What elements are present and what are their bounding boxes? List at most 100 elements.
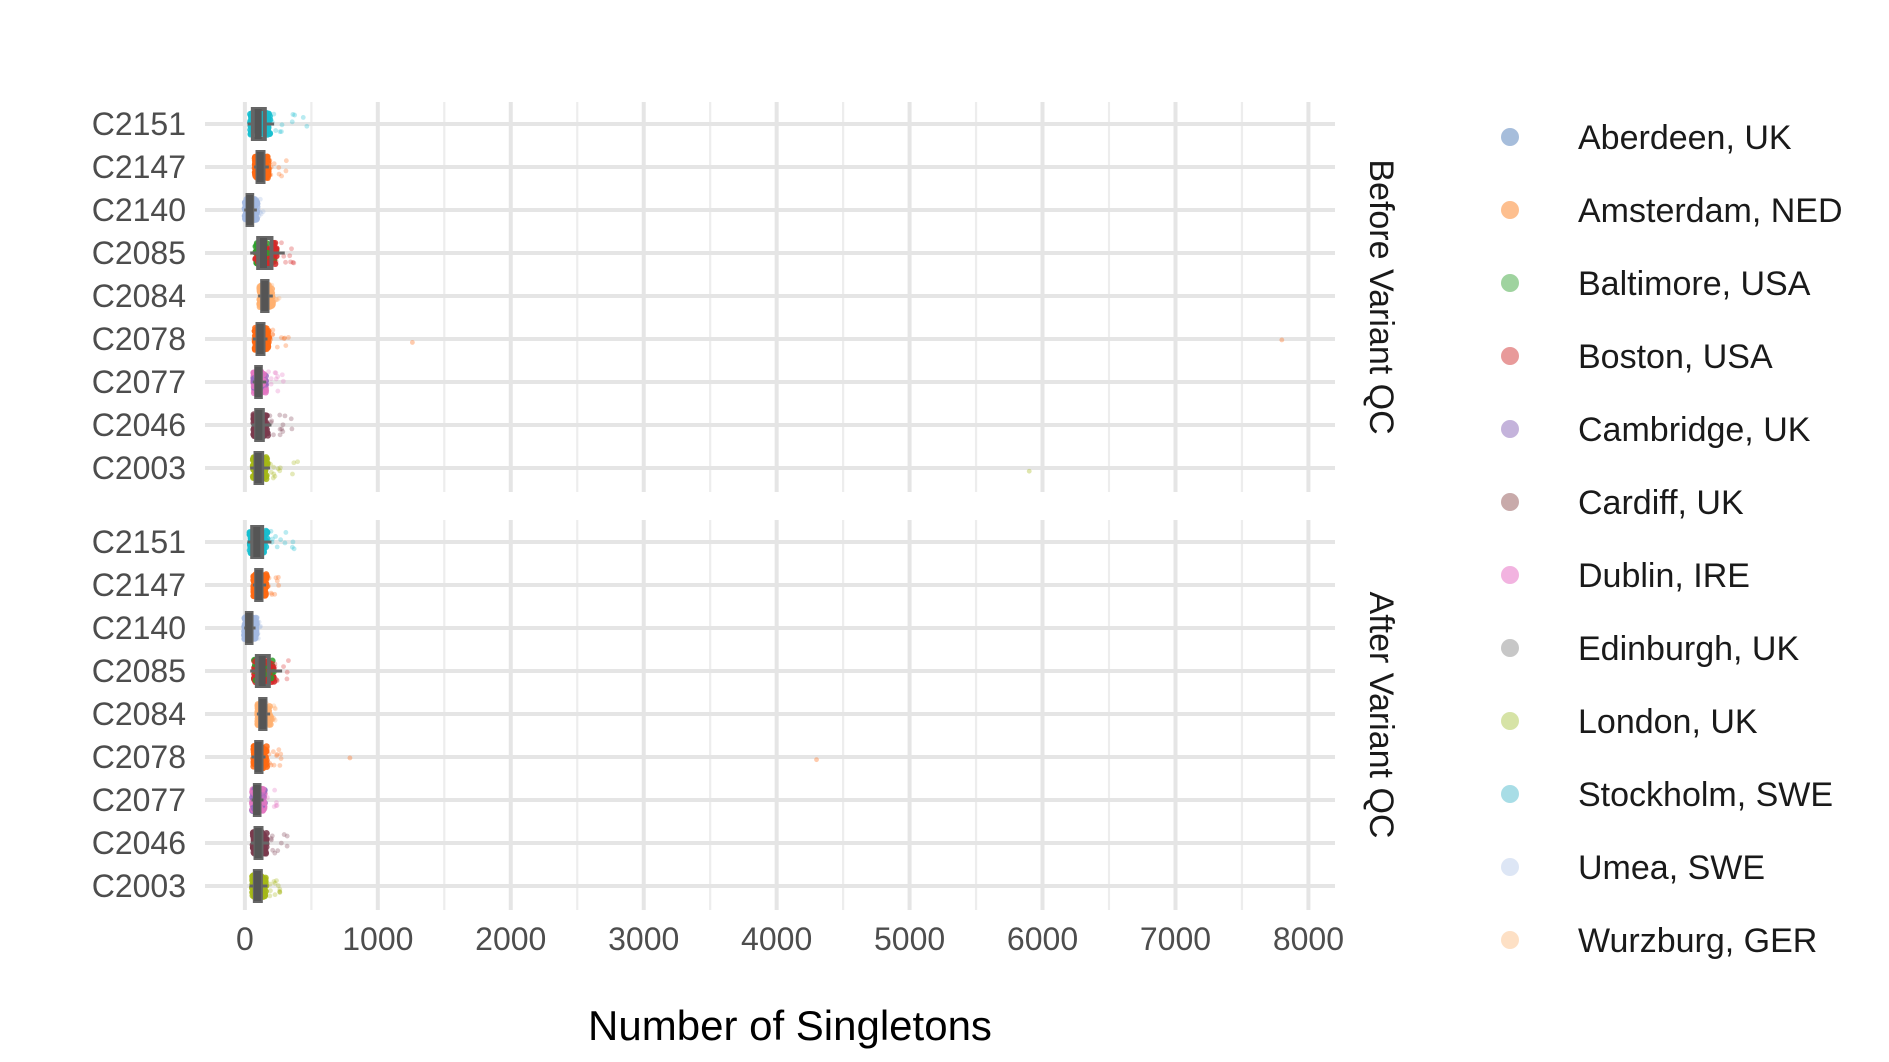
legend-item: Umea, SWE bbox=[1501, 849, 1765, 887]
y-tick-label: C2147 bbox=[92, 567, 186, 603]
data-point-tail bbox=[278, 756, 284, 761]
legend-item: Boston, USA bbox=[1501, 338, 1773, 376]
group-marks bbox=[251, 322, 1285, 356]
data-point-tail bbox=[291, 260, 297, 266]
data-point-tail bbox=[257, 210, 263, 215]
data-point-tail bbox=[268, 164, 274, 170]
data-point-tail bbox=[253, 217, 259, 222]
data-point bbox=[263, 475, 270, 483]
data-point-tail bbox=[271, 762, 277, 768]
data-point bbox=[263, 412, 270, 419]
data-point-tail bbox=[252, 616, 258, 621]
legend-item: Wurzburg, GER bbox=[1501, 922, 1817, 960]
data-point-tail bbox=[280, 378, 286, 384]
legend-key bbox=[1501, 347, 1519, 365]
data-point-tail bbox=[286, 658, 291, 664]
data-point-tail bbox=[270, 327, 276, 333]
data-point-tail bbox=[268, 836, 274, 841]
data-point-tail bbox=[277, 412, 283, 418]
data-point-tail bbox=[273, 676, 279, 682]
data-point-tail bbox=[283, 259, 288, 265]
legend-key bbox=[1501, 566, 1519, 584]
data-point-tail bbox=[270, 717, 276, 723]
data-point-tail bbox=[268, 528, 274, 534]
data-point-tail bbox=[278, 537, 284, 543]
data-point-tail bbox=[267, 413, 273, 419]
legend-label: Cambridge, UK bbox=[1578, 411, 1811, 449]
legend-label: Boston, USA bbox=[1578, 338, 1773, 376]
data-point-tail bbox=[284, 669, 290, 675]
legend-key bbox=[1501, 493, 1519, 511]
data-point-tail bbox=[266, 159, 272, 165]
data-point-tail bbox=[304, 123, 310, 129]
data-point-tail bbox=[277, 129, 283, 135]
panels-layer: C2151 C2147 C2140 C2085 C2084 C2078 C2077 C2046… bbox=[92, 102, 1400, 910]
data-point-tail bbox=[255, 636, 261, 641]
data-point-tail bbox=[277, 886, 283, 892]
data-point-tail bbox=[261, 390, 267, 395]
x-tick-label: 6000 bbox=[1007, 921, 1078, 957]
data-point-tail bbox=[272, 705, 278, 711]
data-point-tail bbox=[274, 803, 280, 808]
group-marks bbox=[250, 654, 291, 688]
data-point-tail bbox=[271, 879, 277, 884]
group-marks bbox=[250, 408, 295, 442]
data-point-tail bbox=[258, 623, 263, 629]
y-tick-label: C2078 bbox=[92, 739, 186, 775]
group-marks bbox=[256, 279, 282, 313]
data-point-tail bbox=[266, 171, 271, 177]
facet-strip-label: Before Variant QC bbox=[1362, 159, 1400, 434]
data-point bbox=[252, 614, 260, 622]
data-point-tail bbox=[270, 749, 276, 755]
data-point-tail bbox=[283, 530, 289, 535]
data-point-tail bbox=[260, 789, 266, 795]
data-point-tail bbox=[256, 207, 262, 213]
x-tick-label: 0 bbox=[236, 921, 254, 957]
data-point-tail bbox=[278, 129, 284, 134]
data-point-tail bbox=[283, 343, 289, 348]
data-point bbox=[265, 157, 272, 164]
data-point-tail bbox=[286, 335, 291, 340]
data-point-tail bbox=[276, 582, 282, 588]
x-tick-label: 8000 bbox=[1273, 921, 1344, 957]
data-point-tail bbox=[283, 168, 289, 174]
data-point-tail bbox=[272, 370, 278, 376]
data-point-tail bbox=[269, 592, 275, 597]
facet-panel: C2151 C2147 C2140 C2085 C2084 C2078 C2077 C2046… bbox=[92, 102, 1400, 492]
data-point-tail bbox=[272, 892, 278, 898]
data-point-tail bbox=[268, 590, 274, 596]
data-point-tail bbox=[278, 751, 284, 757]
group-marks bbox=[254, 697, 278, 731]
legend-label: Aberdeen, UK bbox=[1578, 119, 1792, 157]
y-tick-label: C2003 bbox=[92, 868, 186, 904]
data-point-tail bbox=[282, 540, 288, 546]
data-point-tail bbox=[275, 466, 281, 472]
data-point-tail bbox=[281, 336, 287, 341]
x-tick-label: 7000 bbox=[1140, 921, 1211, 957]
data-point-tail bbox=[277, 889, 283, 894]
data-point-tail bbox=[270, 717, 275, 723]
legend-label: Wurzburg, GER bbox=[1578, 922, 1817, 960]
data-point-tail bbox=[268, 172, 274, 178]
data-point-tail bbox=[256, 619, 262, 625]
data-point-tail bbox=[266, 369, 271, 375]
data-point-tail bbox=[270, 715, 276, 721]
data-point bbox=[262, 387, 270, 394]
group-marks bbox=[249, 826, 290, 860]
data-point-tail bbox=[288, 259, 293, 265]
data-point-tail bbox=[268, 469, 274, 475]
data-point-tail bbox=[270, 475, 276, 481]
data-point-tail bbox=[277, 468, 283, 474]
data-point-tail bbox=[289, 119, 295, 125]
y-tick-label: C2140 bbox=[92, 610, 186, 646]
data-point-tail bbox=[276, 165, 282, 170]
x-tick-label: 3000 bbox=[608, 921, 679, 957]
group-marks bbox=[241, 611, 263, 645]
legend-key bbox=[1501, 931, 1519, 949]
data-point-tail bbox=[277, 432, 283, 438]
data-point-tail bbox=[281, 253, 287, 259]
legend-item: London, UK bbox=[1501, 703, 1758, 741]
data-point-tail bbox=[268, 381, 274, 387]
y-tick-label: C2084 bbox=[92, 696, 186, 732]
data-point-tail bbox=[268, 837, 274, 843]
